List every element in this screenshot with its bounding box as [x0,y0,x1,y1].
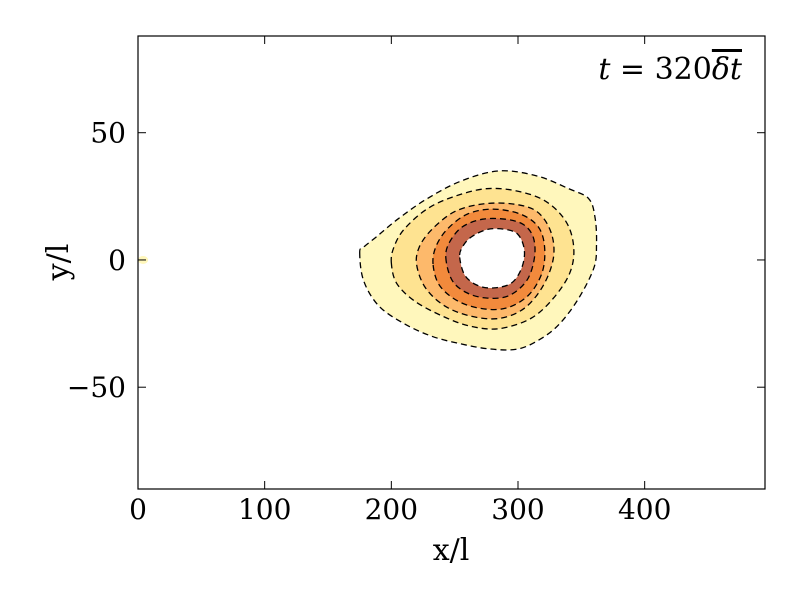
contour-lines [359,170,598,351]
contour-line-level-4 [432,208,546,311]
contour-line-level-1 [359,170,598,351]
y-tick-label: 50 [90,117,126,150]
y-axis-label: y/l [41,244,76,282]
time-annotation-equals: = 320 [610,52,711,87]
x-tick-label: 0 [129,493,147,526]
contour-line-level-3 [415,202,555,320]
x-axis-label: x/l [433,533,470,568]
x-tick-label: 300 [491,493,544,526]
time-annotation: t = 320δt [598,52,743,87]
contour-fills [138,170,597,350]
x-tick-label: 200 [365,493,418,526]
plot-frame [137,35,766,490]
y-tick-label: −50 [67,371,126,404]
time-annotation-delta: δt [712,52,743,87]
contour-line-level-5 [445,217,536,299]
x-tick-label: 100 [238,493,291,526]
x-axis: 0 100 200 300 400 [129,36,671,526]
contour-fill-level-6 [459,228,525,289]
time-annotation-t: t [598,52,611,87]
y-tick-label: 0 [108,244,126,277]
x-tick-label: 400 [618,493,671,526]
y-axis: −50 0 50 [67,117,765,404]
contour-line-level-6 [458,227,526,289]
